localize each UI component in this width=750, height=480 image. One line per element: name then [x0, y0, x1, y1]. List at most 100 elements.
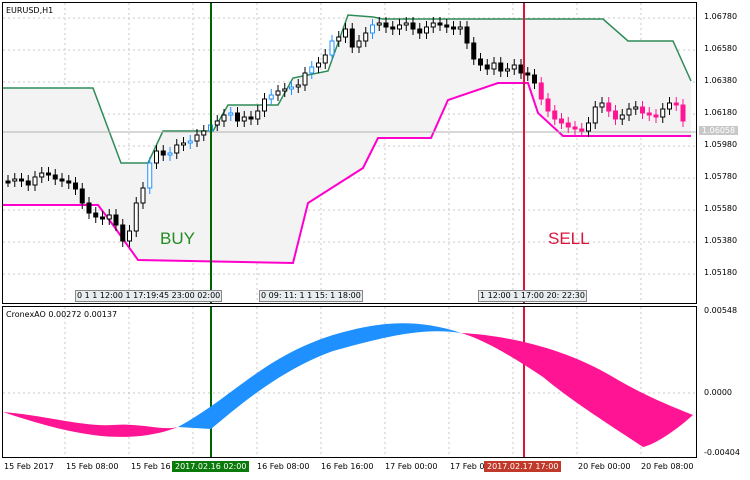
- time-tick: 20 Feb 00:00: [578, 462, 631, 471]
- price-tick: 1.06380: [704, 76, 738, 85]
- candle-body: [336, 36, 342, 42]
- price-tick: 1.05180: [704, 268, 738, 277]
- candle-body: [478, 58, 483, 66]
- time-tick: 16 Feb 16:00: [321, 462, 374, 471]
- candle-body: [619, 114, 625, 120]
- price-tick: 1.06780: [704, 12, 738, 21]
- sell-signal-label: SELL: [548, 229, 590, 248]
- candle-body: [120, 224, 126, 242]
- candle-body: [201, 130, 207, 136]
- candle-body: [160, 150, 166, 156]
- candle-body: [471, 42, 477, 60]
- candle-body: [329, 40, 335, 56]
- candle-body: [464, 26, 470, 44]
- candle-body: [363, 32, 369, 42]
- indicator-tick: 0.0000: [704, 388, 732, 397]
- candle-body: [640, 106, 645, 114]
- candle-body: [19, 178, 24, 182]
- candle-body: [437, 22, 443, 26]
- time-tick: 16 Feb 08:00: [257, 462, 310, 471]
- candle-body: [613, 110, 618, 120]
- indicator-pane[interactable]: CronexAO 0.00272 0.00137: [2, 306, 697, 458]
- candle-body: [660, 108, 666, 118]
- candle-body: [235, 112, 240, 122]
- candle-body: [572, 126, 578, 130]
- indicator-title: CronexAO 0.00272 0.00137: [6, 310, 118, 319]
- candle-body: [39, 172, 45, 178]
- time-tick: 17 Feb 08:00: [450, 462, 503, 471]
- candle-body: [289, 86, 294, 90]
- candle-body: [268, 94, 274, 100]
- time-tick: 17 Feb 00:00: [385, 462, 438, 471]
- candle-body: [282, 88, 288, 92]
- candle-body: [599, 102, 605, 108]
- channel-fill: [3, 15, 691, 263]
- candle-body: [673, 102, 679, 106]
- candle-body: [511, 64, 517, 70]
- ao-negative-area-2: [461, 333, 693, 447]
- candle-body: [140, 187, 146, 204]
- candle-body: [606, 102, 612, 112]
- candle-body: [46, 172, 51, 176]
- candle-body: [538, 82, 544, 100]
- candle-body: [133, 202, 139, 232]
- indicator-tick: -0.00404: [704, 448, 740, 457]
- candle-body: [592, 106, 598, 124]
- candle-body: [25, 180, 31, 186]
- candle-body: [194, 134, 200, 142]
- candle-body: [410, 22, 416, 30]
- session-times-group-3: 1 12:00 1 17:00 20: 22:30: [478, 290, 587, 302]
- price-tick: 1.06580: [704, 44, 738, 53]
- candle-body: [518, 64, 524, 74]
- price-tick: 1.05780: [704, 172, 738, 181]
- candle-body: [532, 74, 537, 84]
- candle-body: [147, 162, 153, 189]
- candle-body: [653, 114, 659, 118]
- candle-body: [316, 62, 321, 68]
- candle-body: [680, 104, 686, 122]
- candle-body: [349, 28, 355, 48]
- candle-body: [626, 108, 632, 116]
- candle-body: [376, 22, 382, 26]
- indicator-scale[interactable]: 0.00548 0.0000 -0.00404: [698, 306, 750, 458]
- candle-body: [59, 178, 65, 182]
- candle-body: [424, 26, 429, 34]
- candle-body: [417, 28, 423, 34]
- current-price-tag: 1.06058: [699, 126, 739, 135]
- candle-body: [241, 116, 247, 122]
- price-tick: 1.05380: [704, 236, 738, 245]
- candle-body: [5, 180, 11, 184]
- time-axis[interactable]: 15 Feb 2017 15 Feb 08:00 15 Feb 16 16 Fe…: [0, 460, 750, 480]
- candle-body: [100, 216, 105, 220]
- buy-time-marker: 2017.02.16 02:00: [172, 461, 250, 472]
- candle-body: [32, 176, 38, 186]
- time-tick: 15 Feb 2017: [4, 462, 54, 471]
- price-chart-canvas: [3, 3, 696, 303]
- candle-body: [66, 180, 72, 184]
- candle-body: [309, 66, 315, 74]
- candle-body: [113, 214, 119, 226]
- indicator-tick: 0.00548: [704, 306, 738, 315]
- channel-upper-line: [3, 14, 692, 164]
- session-times-group-2: 0 09: 11: 1 1 15: 1 18:00: [259, 290, 363, 302]
- symbol-title: EURUSD,H1: [6, 6, 54, 15]
- candle-body: [430, 22, 436, 28]
- price-tick: 1.06180: [704, 108, 738, 117]
- indicator-canvas: [3, 307, 696, 457]
- candle-body: [86, 202, 92, 214]
- candle-body: [565, 122, 571, 128]
- candle-body: [167, 152, 173, 156]
- price-scale[interactable]: 1.06780 1.06580 1.06380 1.06180 1.05980 …: [698, 2, 750, 304]
- candle-body: [498, 62, 504, 72]
- price-chart-pane[interactable]: EURUSD,H1 BUY SELL 0 1 1 12:00 1 17:19:4…: [2, 2, 697, 304]
- candle-body: [174, 144, 180, 154]
- candle-body: [255, 110, 261, 120]
- candle-body: [322, 54, 328, 64]
- candle-body: [586, 122, 591, 132]
- candle-body: [187, 140, 193, 144]
- ao-negative-area-1: [3, 411, 211, 437]
- candle-body: [93, 212, 99, 218]
- candle-body: [390, 26, 396, 30]
- time-tick: 15 Feb 08:00: [66, 462, 119, 471]
- price-tick: 1.05980: [704, 140, 738, 149]
